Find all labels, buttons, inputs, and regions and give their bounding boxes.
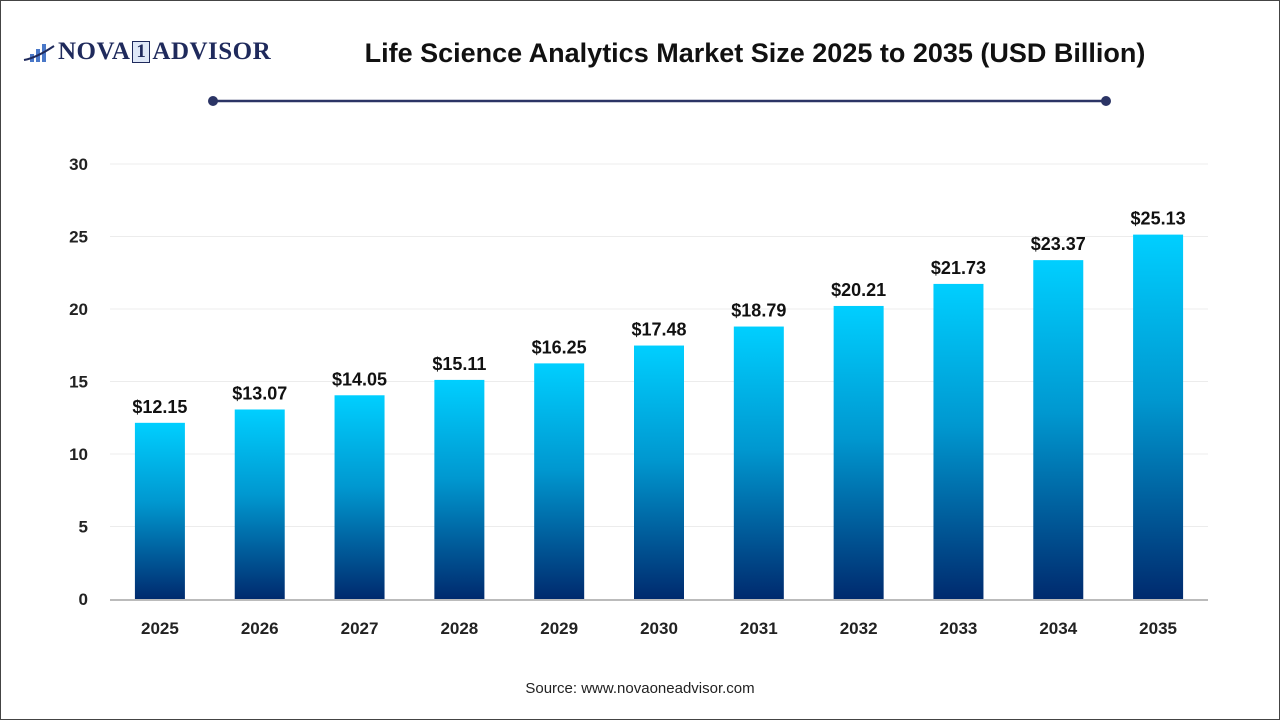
chart-title: Life Science Analytics Market Size 2025 … [364,38,1146,68]
data-label: $20.21 [831,280,886,300]
x-tick-label: 2033 [940,619,978,638]
data-label: $18.79 [731,301,786,321]
y-tick-label: 20 [69,300,88,319]
y-tick-label: 10 [69,445,88,464]
y-tick-label: 15 [69,373,88,392]
logo-text-mid: 1 [132,41,151,63]
bar-2025 [134,422,185,599]
divider-dot-left [208,96,218,106]
logo-bars-icon [23,44,55,62]
x-tick-label: 2030 [640,619,678,638]
x-tick-label: 2029 [540,619,578,638]
data-label: $12.15 [132,397,187,417]
y-tick-label: 0 [79,590,88,609]
data-label: $17.48 [631,320,686,340]
logo-text-right: ADVISOR [152,38,272,65]
data-label: $21.73 [931,258,986,278]
x-tick-label: 2031 [740,619,778,638]
bar-2030 [634,345,684,599]
x-tick-label: 2035 [1139,619,1177,638]
bar-2034 [1033,260,1084,599]
bar-2035 [1133,234,1184,600]
source-text: Source: www.novaoneadvisor.com [525,680,755,697]
data-label: $14.05 [332,369,387,389]
bar-2026 [234,409,285,599]
x-tick-label: 2032 [840,619,878,638]
y-tick-label: 30 [69,155,88,174]
x-tick-label: 2027 [341,619,379,638]
bar-2027 [334,395,385,599]
bar-2028 [434,379,485,599]
x-tick-label: 2034 [1039,619,1077,638]
data-label: $25.13 [1131,209,1186,229]
bar-2033 [933,283,984,599]
y-tick-label: 5 [79,518,88,537]
y-tick-label: 25 [69,228,88,247]
data-label: $15.11 [432,354,486,374]
data-label: $23.37 [1031,234,1086,254]
x-tick-label: 2028 [440,619,478,638]
logo-text-left: NOVA [58,38,131,65]
bar-2031 [733,326,784,599]
bar-2032 [833,305,884,599]
bar-2029 [534,363,585,599]
x-tick-label: 2026 [241,619,279,638]
divider-dot-right [1101,96,1111,106]
data-label: $16.25 [532,337,587,357]
x-tick-label: 2025 [141,619,179,638]
data-label: $13.07 [232,383,287,403]
logo: NOVA 1 ADVISOR [22,38,271,66]
